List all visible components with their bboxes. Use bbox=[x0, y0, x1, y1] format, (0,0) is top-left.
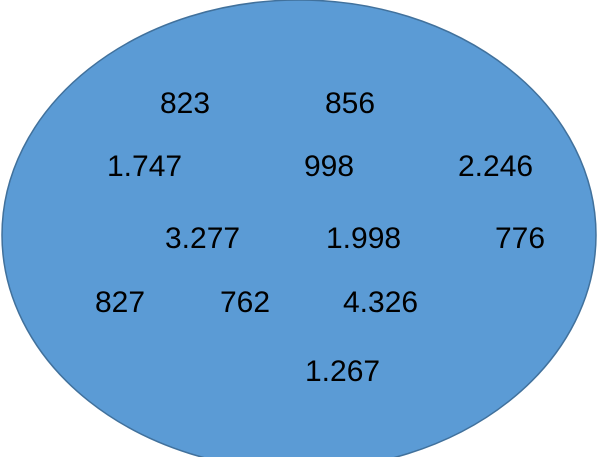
number-label: 762 bbox=[220, 286, 270, 319]
number-label: 4.326 bbox=[343, 286, 418, 319]
number-label: 1.998 bbox=[326, 222, 401, 255]
number-label: 827 bbox=[95, 286, 145, 319]
number-label: 1.267 bbox=[305, 355, 380, 388]
number-label: 823 bbox=[160, 87, 210, 120]
number-label: 3.277 bbox=[165, 222, 240, 255]
number-label: 1.747 bbox=[107, 150, 182, 183]
number-label: 856 bbox=[325, 87, 375, 120]
number-label: 998 bbox=[304, 150, 354, 183]
number-label: 2.246 bbox=[458, 150, 533, 183]
number-label: 776 bbox=[495, 222, 545, 255]
